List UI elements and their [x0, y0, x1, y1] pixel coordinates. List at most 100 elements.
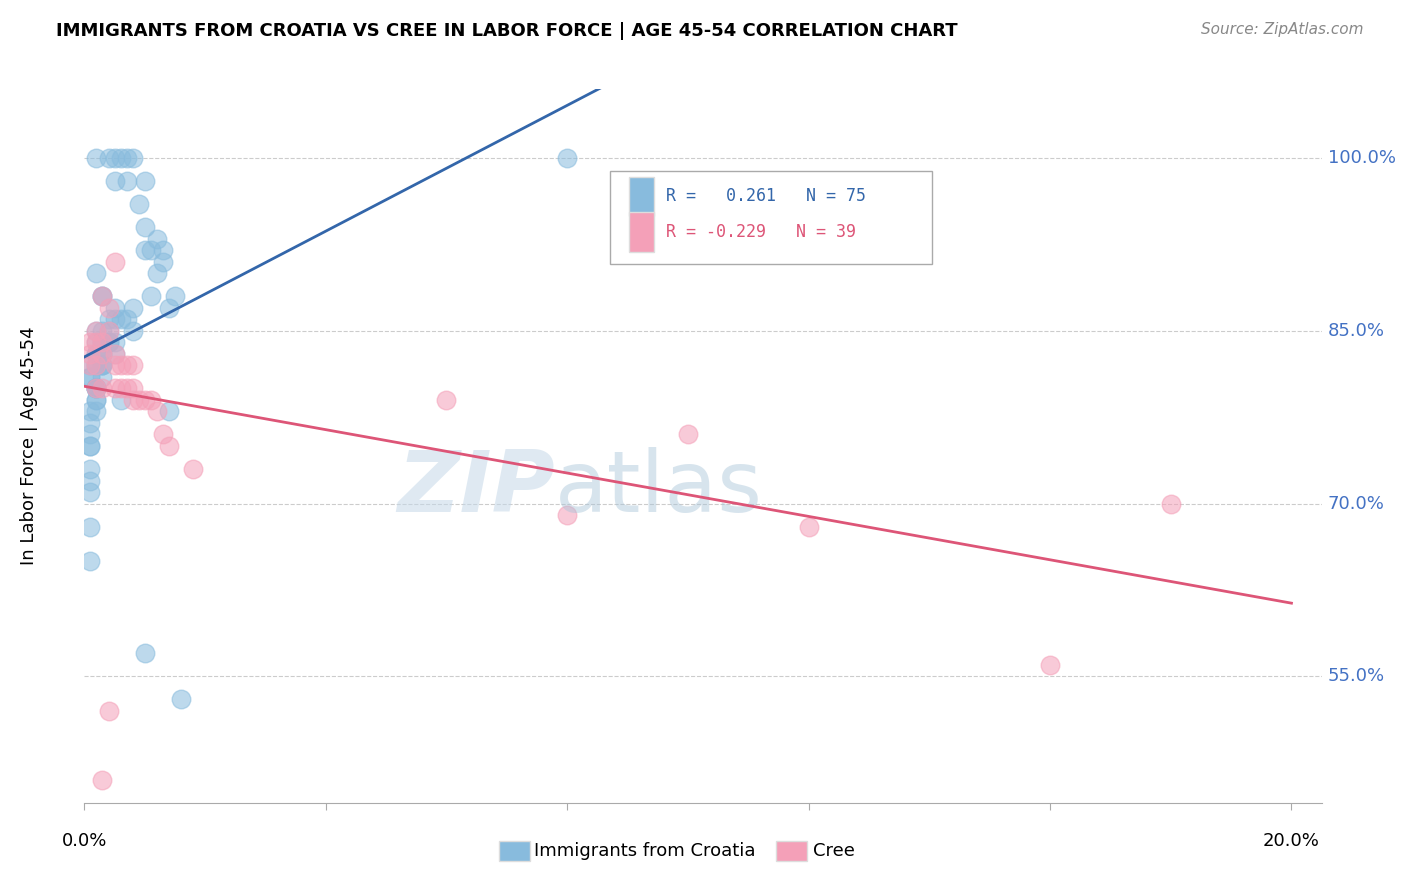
Point	[115, 381, 138, 395]
Point	[79, 416, 101, 430]
Point	[79, 359, 101, 373]
Text: In Labor Force | Age 45-54: In Labor Force | Age 45-54	[20, 326, 38, 566]
Point	[79, 335, 101, 350]
Point	[97, 151, 120, 165]
Point	[103, 335, 125, 350]
Point	[103, 347, 125, 361]
Point	[110, 359, 132, 373]
Point	[1039, 657, 1062, 672]
Point	[86, 381, 108, 395]
Point	[91, 359, 114, 373]
Point	[91, 359, 114, 373]
Point	[103, 174, 125, 188]
Point	[86, 266, 108, 280]
Point	[97, 335, 120, 350]
Text: 100.0%: 100.0%	[1327, 149, 1396, 168]
Point	[79, 462, 101, 476]
Point	[79, 485, 101, 500]
Point	[91, 359, 114, 373]
Text: atlas: atlas	[554, 447, 762, 531]
Point	[121, 392, 143, 407]
Point	[121, 359, 143, 373]
Point	[79, 370, 101, 384]
Point	[103, 381, 125, 395]
Point	[86, 381, 108, 395]
Point	[103, 255, 125, 269]
Point	[555, 508, 578, 522]
Point	[86, 381, 108, 395]
Point	[97, 324, 120, 338]
Point	[110, 312, 132, 326]
Point	[91, 335, 114, 350]
Point	[91, 347, 114, 361]
Point	[555, 151, 578, 165]
Point	[86, 359, 108, 373]
Point	[86, 381, 108, 395]
Text: Cree: Cree	[813, 842, 855, 860]
Point	[79, 404, 101, 418]
Point	[134, 174, 156, 188]
Point	[91, 289, 114, 303]
Point	[86, 335, 108, 350]
Point	[110, 392, 132, 407]
Point	[163, 289, 186, 303]
Point	[79, 554, 101, 568]
Point	[97, 312, 120, 326]
Point	[121, 301, 143, 315]
Point	[157, 404, 180, 418]
Point	[115, 174, 138, 188]
Point	[436, 392, 458, 407]
Text: 20.0%: 20.0%	[1263, 831, 1320, 849]
Point	[128, 392, 150, 407]
Point	[139, 289, 162, 303]
Point	[86, 359, 108, 373]
Point	[103, 347, 125, 361]
Point	[86, 381, 108, 395]
Point	[152, 244, 174, 258]
Point	[91, 772, 114, 787]
Point	[79, 474, 101, 488]
Point	[86, 335, 108, 350]
Point	[86, 324, 108, 338]
Point	[128, 197, 150, 211]
Point	[134, 392, 156, 407]
Point	[79, 439, 101, 453]
Text: ZIP: ZIP	[396, 447, 554, 531]
Point	[91, 370, 114, 384]
Point	[91, 324, 114, 338]
Point	[157, 439, 180, 453]
Point	[79, 347, 101, 361]
Point	[91, 347, 114, 361]
Point	[157, 301, 180, 315]
Point	[86, 324, 108, 338]
Text: 70.0%: 70.0%	[1327, 494, 1385, 513]
Point	[110, 381, 132, 395]
Point	[1160, 497, 1182, 511]
FancyBboxPatch shape	[610, 171, 932, 264]
Point	[110, 151, 132, 165]
Text: Immigrants from Croatia: Immigrants from Croatia	[534, 842, 756, 860]
Text: IMMIGRANTS FROM CROATIA VS CREE IN LABOR FORCE | AGE 45-54 CORRELATION CHART: IMMIGRANTS FROM CROATIA VS CREE IN LABOR…	[56, 22, 957, 40]
Point	[115, 151, 138, 165]
Point	[170, 692, 193, 706]
Point	[97, 335, 120, 350]
FancyBboxPatch shape	[628, 212, 654, 252]
Point	[103, 312, 125, 326]
Point	[97, 324, 120, 338]
Text: R = -0.229   N = 39: R = -0.229 N = 39	[666, 223, 856, 241]
Point	[86, 392, 108, 407]
Point	[676, 427, 699, 442]
Point	[134, 646, 156, 660]
Point	[97, 301, 120, 315]
Text: R =   0.261   N = 75: R = 0.261 N = 75	[666, 187, 866, 205]
Point	[79, 370, 101, 384]
Text: 0.0%: 0.0%	[62, 831, 107, 849]
Point	[79, 519, 101, 533]
Point	[86, 392, 108, 407]
Point	[91, 335, 114, 350]
Point	[121, 151, 143, 165]
Point	[121, 324, 143, 338]
Point	[115, 312, 138, 326]
Point	[86, 347, 108, 361]
Point	[91, 335, 114, 350]
